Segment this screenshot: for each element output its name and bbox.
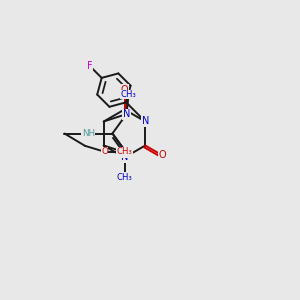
Text: N: N [121,152,128,163]
Text: N: N [123,148,130,158]
Text: N: N [142,116,149,127]
Text: CH₃: CH₃ [116,147,132,156]
Text: F: F [87,61,93,71]
Text: O: O [101,147,108,156]
Text: CH₃: CH₃ [121,90,136,99]
Text: N: N [123,109,130,119]
Text: O: O [121,85,128,95]
Text: CH₃: CH₃ [117,173,132,182]
Text: NH: NH [82,129,95,138]
Text: O: O [158,150,166,160]
